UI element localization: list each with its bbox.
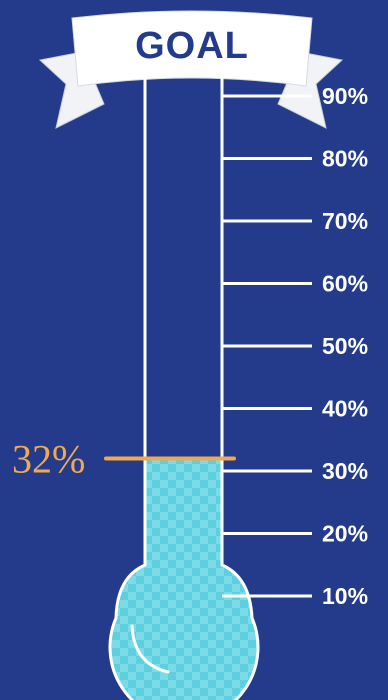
scale-tick-label: 30% (322, 458, 368, 484)
scale-tick-label: 50% (322, 333, 368, 359)
scale-tick-label: 20% (322, 521, 368, 547)
scale-tick-label: 10% (322, 583, 368, 609)
goal-banner: GOAL (38, 10, 344, 129)
scale-tick-label: 80% (322, 146, 368, 172)
scale-tick-label: 60% (322, 271, 368, 297)
thermometer-outline (108, 72, 260, 700)
scale-tick-label: 70% (322, 208, 368, 234)
banner-label: GOAL (135, 25, 249, 67)
scale-tick-label: 90% (322, 83, 368, 109)
scale-tick-label: 40% (322, 396, 368, 422)
banner-ribbon (71, 10, 313, 87)
progress-marker: 32% (12, 437, 236, 482)
progress-value-label: 32% (12, 437, 85, 482)
bulb-highlight (130, 624, 170, 674)
scale-ticks: 90% 80% 70% 60% 50% 40% 30% 20% 10% (222, 83, 368, 609)
thermometer (108, 72, 260, 700)
